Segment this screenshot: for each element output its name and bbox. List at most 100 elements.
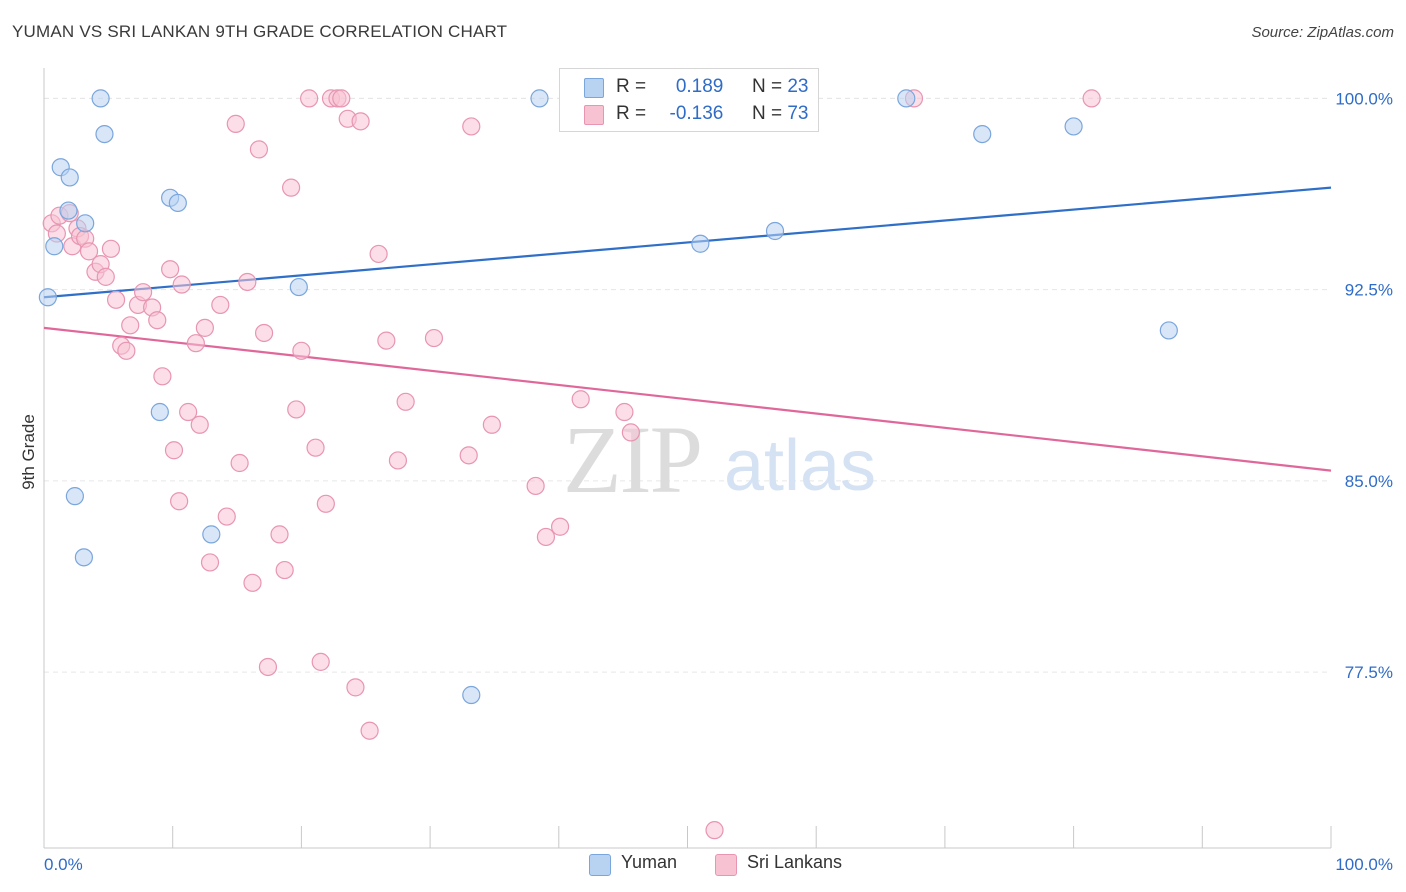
watermark: ZIP atlas xyxy=(563,406,876,513)
legend-n-value: 73 xyxy=(787,103,809,124)
data-point xyxy=(101,239,121,258)
data-point xyxy=(351,112,370,131)
data-point xyxy=(258,657,278,677)
legend-r-value: 0.189 xyxy=(675,76,724,97)
trend-line xyxy=(43,326,1332,472)
data-point xyxy=(106,290,126,309)
data-point xyxy=(462,685,481,705)
data-point xyxy=(1159,321,1178,340)
srilankans-legend-label: Sri Lankans xyxy=(747,852,843,872)
data-point xyxy=(526,476,545,496)
data-point xyxy=(38,288,57,307)
data-point xyxy=(202,525,221,544)
data-points xyxy=(38,89,1178,840)
data-point xyxy=(211,295,230,315)
trend-lines xyxy=(43,186,1332,472)
yuman-legend-swatch xyxy=(589,854,611,876)
data-point xyxy=(396,392,415,411)
data-point xyxy=(172,275,191,294)
data-point xyxy=(369,244,388,264)
data-point xyxy=(148,311,167,330)
data-point xyxy=(168,193,187,213)
data-point xyxy=(170,492,189,511)
data-point xyxy=(195,318,214,337)
data-point xyxy=(190,415,209,434)
y-axis-title: 9th Grade xyxy=(19,414,38,490)
data-point xyxy=(462,117,481,136)
legend-r-value: -0.136 xyxy=(669,103,724,124)
data-point xyxy=(249,140,269,159)
srilankans-swatch xyxy=(584,105,604,125)
axes xyxy=(43,68,1332,849)
trend-line xyxy=(43,186,1332,299)
data-point xyxy=(226,114,245,133)
data-point xyxy=(65,487,84,506)
data-point xyxy=(74,548,93,567)
data-point xyxy=(360,721,379,740)
grid-lines xyxy=(44,97,1331,673)
data-point xyxy=(238,272,257,292)
yuman-legend-label: Yuman xyxy=(621,852,678,872)
source-label: Source: ZipAtlas.com xyxy=(1251,24,1394,41)
data-point xyxy=(60,168,79,187)
data-point xyxy=(121,316,140,335)
data-point xyxy=(388,451,408,470)
data-point xyxy=(482,415,501,434)
data-point xyxy=(200,553,220,572)
data-point xyxy=(306,438,325,457)
data-point xyxy=(311,652,330,671)
data-point xyxy=(1064,117,1083,136)
data-point xyxy=(117,341,136,360)
y-tick-label: 92.5% xyxy=(1345,281,1393,300)
data-point xyxy=(287,400,306,419)
data-point xyxy=(91,89,110,108)
data-point xyxy=(289,277,308,297)
data-point xyxy=(161,260,180,279)
data-point xyxy=(530,89,549,108)
data-point xyxy=(346,678,365,697)
data-point xyxy=(270,525,289,544)
data-point xyxy=(536,527,556,547)
yuman-swatch xyxy=(584,78,604,98)
legend-r-label: R = xyxy=(616,103,652,124)
data-point xyxy=(332,89,351,108)
legend-n-label: N = xyxy=(751,76,788,97)
data-point xyxy=(133,283,153,302)
x-tick-label: 0.0% xyxy=(44,855,83,874)
data-point xyxy=(95,124,114,144)
data-point xyxy=(459,446,478,465)
data-point xyxy=(79,242,99,261)
data-point xyxy=(550,517,570,536)
data-point xyxy=(621,423,640,442)
data-point xyxy=(275,560,294,580)
data-point xyxy=(765,221,785,241)
data-point xyxy=(282,178,301,197)
data-point xyxy=(615,402,634,422)
data-point xyxy=(316,494,335,513)
data-point xyxy=(377,331,396,350)
data-point xyxy=(59,201,78,220)
x-tick-label: 100.0% xyxy=(1335,855,1393,874)
data-point xyxy=(973,124,992,144)
axis-labels: 77.5% 85.0% 92.5% 100.0% 0.0% 100.0% 9th Grade xyxy=(19,89,1393,874)
data-point xyxy=(150,402,169,422)
data-point xyxy=(300,89,319,108)
data-point xyxy=(230,453,249,473)
data-point xyxy=(705,821,724,840)
y-tick-label: 77.5% xyxy=(1345,663,1393,682)
y-tick-label: 85.0% xyxy=(1345,472,1393,491)
data-point xyxy=(424,328,444,348)
data-point xyxy=(153,367,172,386)
correlation-legend: R = 0.189 N = 23 R = -0.136 N = 73 xyxy=(559,68,819,132)
data-point xyxy=(76,214,95,233)
data-point xyxy=(243,573,262,592)
y-tick-label: 100.0% xyxy=(1335,89,1393,108)
data-point xyxy=(254,323,274,343)
data-point xyxy=(96,267,115,286)
legend-r-label: R = xyxy=(616,76,652,97)
data-point xyxy=(186,334,205,353)
srilankans-legend-swatch xyxy=(715,854,737,876)
data-point xyxy=(164,441,184,460)
data-point xyxy=(897,89,916,108)
